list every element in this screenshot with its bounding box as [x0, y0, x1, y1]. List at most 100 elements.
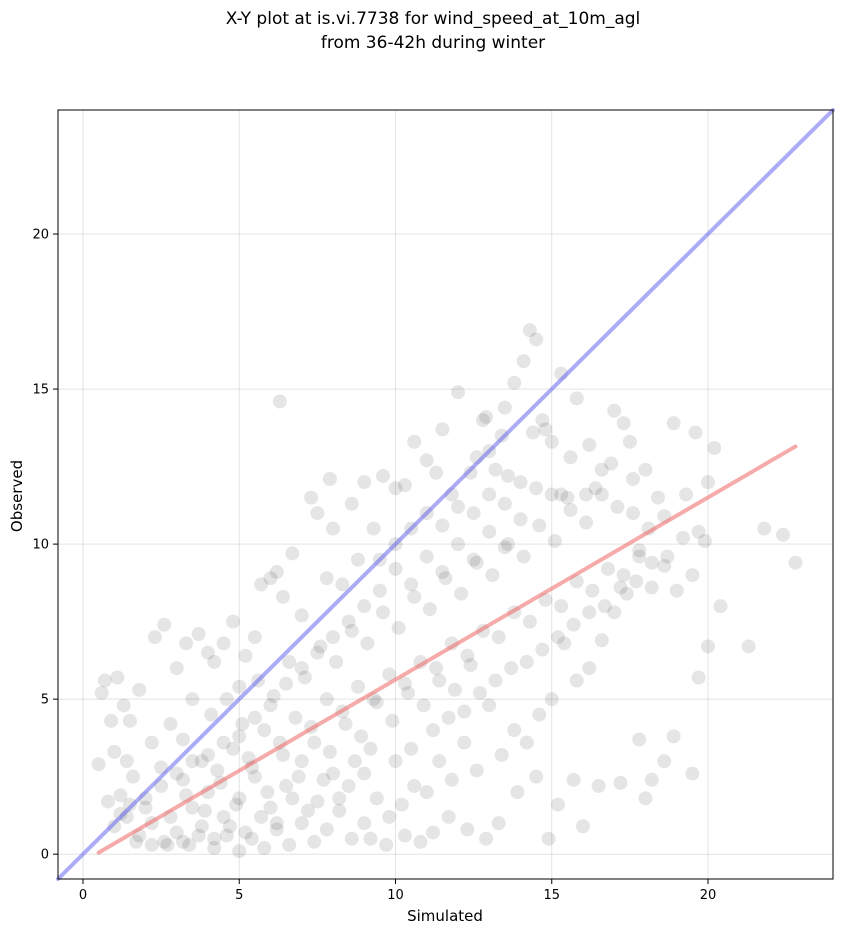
scatter-point-118 [307, 834, 322, 849]
scatter-point-130 [157, 834, 172, 849]
scatter-point-22 [185, 692, 200, 707]
scatter-point-58 [476, 413, 490, 428]
scatter-point-202 [197, 803, 212, 818]
scatter-point-334 [563, 450, 578, 465]
scatter-point-45 [351, 552, 365, 567]
identity-line [56, 108, 835, 881]
scatter-point-145 [638, 791, 653, 806]
scatter-point-70 [582, 437, 597, 452]
scatter-points [91, 323, 803, 859]
scatter-point-80 [701, 475, 715, 490]
scatter-point-184 [397, 676, 412, 691]
scatter-point-106 [457, 735, 472, 750]
scatter-point-254 [435, 565, 450, 580]
scatter-point-12 [132, 682, 147, 697]
scatter-point-50 [397, 478, 412, 493]
scatter-point-108 [432, 754, 447, 769]
scatter-point-111 [394, 797, 409, 812]
scatter-point-93 [619, 586, 634, 601]
scatter-point-325 [160, 837, 175, 852]
scatter-point-148 [551, 797, 565, 812]
scatter-point-173 [226, 741, 240, 756]
scatter-point-19 [169, 661, 184, 676]
scatter-point-115 [344, 831, 359, 846]
x-tick-label-1: 5 [235, 888, 243, 903]
scatter-point-65 [529, 332, 544, 347]
scatter-point-41 [322, 471, 337, 486]
scatter-point-146 [576, 819, 590, 834]
grid-lines [58, 110, 833, 879]
scatter-point-285 [169, 766, 184, 781]
scatter-point-62 [507, 375, 522, 390]
scatter-point-313 [347, 754, 362, 769]
chart-title-line-1: X-Y plot at is.vi.7738 for wind_speed_at… [226, 9, 641, 29]
scatter-point-315 [316, 772, 331, 787]
scatter-point-46 [357, 475, 372, 490]
scatter-point-85 [788, 555, 803, 570]
scatter-point-196 [585, 583, 600, 598]
scatter-point-272 [544, 487, 559, 502]
scatter-point-122 [257, 840, 272, 855]
y-tick-label-4: 20 [32, 228, 49, 243]
scatter-point-222 [235, 716, 250, 731]
scatter-point-246 [610, 499, 625, 514]
scatter-point-266 [451, 499, 465, 514]
scatter-point-244 [579, 515, 594, 530]
scatter-point-138 [632, 732, 647, 747]
scatter-point-18 [163, 716, 178, 731]
scatter-point-214 [385, 713, 400, 728]
y-tick-label-3: 15 [32, 383, 49, 398]
scatter-point-151 [491, 816, 506, 831]
scatter-point-253 [419, 549, 434, 564]
scatter-point-155 [426, 825, 440, 840]
scatter-point-28 [232, 679, 247, 694]
scatter-point-239 [501, 537, 515, 552]
scatter-point-26 [216, 636, 231, 651]
scatter-point-49 [388, 481, 403, 496]
scatter-point-241 [532, 518, 547, 533]
scatter-point-330 [538, 422, 553, 437]
scatter-point-14 [144, 735, 159, 750]
scatter-point-110 [407, 778, 422, 793]
scatter-point-163 [232, 791, 247, 806]
scatter-point-181 [351, 679, 365, 694]
scatter-point-212 [354, 729, 369, 744]
scatter-point-301 [597, 599, 612, 614]
scatter-point-218 [447, 682, 462, 697]
scatter-point-134 [107, 819, 122, 834]
scatter-point-147 [541, 831, 556, 846]
scatter-point-116 [332, 803, 347, 818]
scatter-point-339 [554, 487, 569, 502]
scatter-point-284 [185, 754, 200, 769]
scatter-point-43 [335, 577, 350, 592]
scatter-point-149 [529, 769, 544, 784]
scatter-point-211 [338, 716, 353, 731]
scatter-point-33 [269, 565, 284, 580]
scatter-point-69 [569, 391, 584, 406]
scatter-point-125 [219, 828, 234, 843]
scatter-point-204 [229, 797, 244, 812]
scatter-point-75 [638, 462, 653, 477]
scatter-point-199 [632, 543, 647, 558]
scatter-point-168 [310, 794, 325, 809]
scatter-point-310 [357, 766, 372, 781]
scatter-point-289 [113, 806, 128, 821]
scatter-point-190 [491, 630, 506, 645]
scatter-point-256 [466, 552, 481, 567]
scatter-point-217 [432, 673, 447, 688]
scatter-point-13 [138, 800, 153, 815]
scatter-point-281 [232, 729, 247, 744]
scatter-point-88 [685, 568, 700, 583]
scatter-point-139 [644, 772, 659, 787]
scatter-point-312 [363, 741, 378, 756]
scatter-point-304 [644, 555, 659, 570]
scatter-point-89 [669, 583, 684, 598]
scatter-point-53 [429, 465, 444, 480]
scatter-point-274 [341, 614, 356, 629]
scatter-point-172 [210, 763, 225, 778]
scatter-point-73 [616, 416, 631, 431]
y-axis-label: Observed [8, 460, 26, 532]
scatter-point-150 [510, 785, 525, 800]
scatter-point-215 [401, 685, 415, 700]
scatter-point-278 [279, 676, 294, 691]
